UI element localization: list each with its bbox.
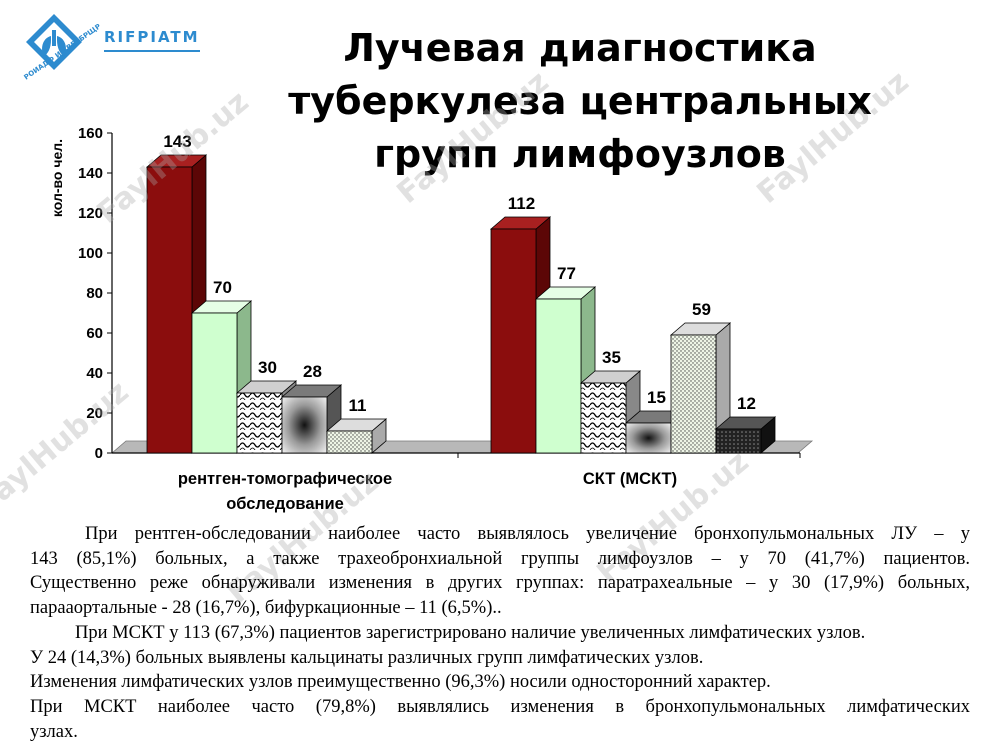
bar-value-label: 28 [303, 362, 322, 381]
logo-text: RIFPIATM [104, 28, 200, 46]
bar [146, 166, 193, 454]
paragraph-line: Изменения лимфатических узлов преимущест… [30, 672, 771, 693]
bar [191, 312, 238, 454]
bar-value-label: 112 [508, 194, 535, 213]
bars [145, 154, 777, 454]
paragraph-line: Существенно реже обнаруживали изменения … [30, 573, 970, 594]
bar-value-label: 59 [692, 300, 711, 319]
paragraph-line: парааортальные - 28 (16,7%), бифуркацион… [30, 598, 502, 619]
y-tick-label: 0 [95, 445, 103, 462]
y-axis: 0 20 40 60 80 100 120 140 160 кол-во чел. [49, 125, 801, 462]
bar-value-label: 11 [349, 396, 367, 415]
bar [326, 430, 373, 454]
paragraph-line: При МСКТ у 113 (67,3%) пациентов зарегис… [75, 622, 866, 643]
paragraph-line: У 24 (14,3%) больных выявлены кальцинаты… [30, 647, 704, 668]
y-tick-label: 20 [86, 405, 103, 422]
bar-value-label: 30 [258, 358, 277, 377]
data-labels: 143 70 30 28 11 112 77 35 15 59 12 [163, 132, 756, 415]
paragraph-line: узлах. [30, 721, 78, 742]
bar [625, 422, 672, 454]
bar [715, 428, 762, 454]
y-tick-label: 60 [86, 325, 103, 342]
bar [535, 298, 582, 454]
bar [490, 228, 537, 454]
title-line: групп лимфоузлов [374, 132, 786, 176]
logo: РОИАДФ И АВЕРБРЩР RIFPIATM [20, 10, 200, 85]
lungs-logo-icon: РОИАДФ И АВЕРБРЩР [23, 14, 102, 82]
bar [670, 334, 717, 454]
bar-chart: 0 20 40 60 80 100 120 140 160 кол-во чел. 143 70 30… [49, 125, 814, 513]
bar [236, 392, 283, 454]
bar-value-label: 15 [647, 388, 666, 407]
page-title: Лучевая диагностика туберкулеза централь… [250, 22, 910, 181]
bar-value-label: 12 [737, 394, 756, 413]
logo-underline [104, 50, 200, 52]
bar-value-label: 35 [602, 348, 621, 367]
x-axis-labels: рентген-томографическое обследование СКТ (… [178, 470, 677, 513]
bar [281, 396, 328, 454]
category-label: СКТ (МСКТ) [583, 470, 677, 488]
y-tick-label: 100 [78, 245, 103, 262]
y-tick-label: 120 [78, 205, 103, 222]
bar-value-label: 70 [213, 278, 232, 297]
paragraph-line: При рентген-обследовании наиболее часто … [85, 524, 970, 544]
category-label: рентген-томографическое [178, 470, 392, 488]
bar-value-label: 77 [557, 264, 576, 283]
bar [580, 382, 627, 454]
title-line: туберкулеза центральных [288, 79, 872, 123]
bar-value-label: 143 [163, 132, 191, 151]
paragraph-line: 143 (85,1%) больных, а также трахеобронх… [30, 548, 970, 569]
y-axis-label: кол-во чел. [49, 139, 65, 217]
paragraph-line: При МСКТ наиболее часто (79,8%) выявляли… [30, 696, 970, 717]
y-tick-label: 40 [86, 365, 103, 382]
y-tick-label: 80 [86, 285, 103, 302]
y-tick-label: 140 [78, 165, 103, 182]
y-tick-label: 160 [78, 125, 103, 142]
body-text: При рентген-обследовании наиболее часто … [30, 522, 970, 744]
title-line: Лучевая диагностика [343, 26, 817, 70]
category-label: обследование [226, 495, 344, 513]
